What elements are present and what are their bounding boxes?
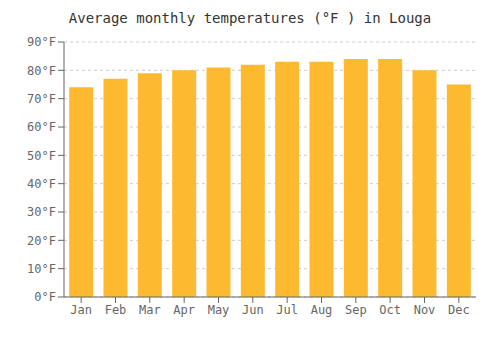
svg-text:Feb: Feb bbox=[105, 303, 127, 317]
svg-text:Oct: Oct bbox=[379, 303, 401, 317]
svg-text:Aug: Aug bbox=[311, 303, 333, 317]
svg-text:Mar: Mar bbox=[139, 303, 161, 317]
svg-text:90°F: 90°F bbox=[27, 35, 56, 49]
svg-text:10°F: 10°F bbox=[27, 262, 56, 276]
svg-text:May: May bbox=[208, 303, 230, 317]
svg-text:80°F: 80°F bbox=[27, 64, 56, 78]
html-text:Average monthly temperatures (: Average monthly temperatures (°F ) in Lo… bbox=[68, 10, 432, 26]
svg-text:0°F: 0°F bbox=[34, 290, 56, 304]
svg-text:Apr: Apr bbox=[173, 303, 195, 317]
svg-text:40°F: 40°F bbox=[27, 177, 56, 191]
svg-text:70°F: 70°F bbox=[27, 92, 56, 106]
svg-text:Sep: Sep bbox=[345, 303, 367, 317]
svg-text:30°F: 30°F bbox=[27, 205, 56, 219]
svg-text:20°F: 20°F bbox=[27, 234, 56, 248]
svg-text:Jul: Jul bbox=[276, 303, 298, 317]
svg-text:Dec: Dec bbox=[448, 303, 470, 317]
svg-text:Jun: Jun bbox=[242, 303, 264, 317]
svg-text:50°F: 50°F bbox=[27, 149, 56, 163]
svg-text:Nov: Nov bbox=[414, 303, 436, 317]
svg-text:60°F: 60°F bbox=[27, 120, 56, 134]
svg-text:Jan: Jan bbox=[70, 303, 92, 317]
